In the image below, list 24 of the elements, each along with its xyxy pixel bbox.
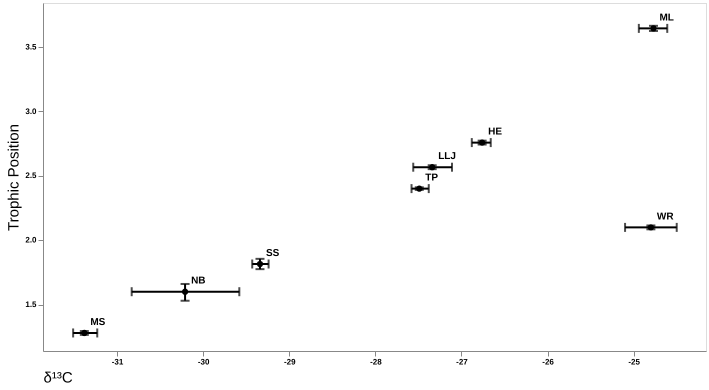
annotation: HE (488, 126, 502, 138)
y-tick-label: 2.0 (25, 236, 38, 245)
annotation: NB (191, 276, 206, 287)
annotation: LLJ (438, 151, 456, 162)
annotation: WR (656, 211, 674, 222)
point (256, 260, 264, 268)
y-tick-label: 1.5 (25, 300, 38, 310)
x-tick-label: -31 (112, 358, 124, 366)
x-axis-title: δ¹³C (44, 370, 73, 386)
y-tick-label: 2.5 (25, 171, 38, 180)
annotation: SS (266, 248, 280, 259)
y-tick-label: 3.5 (25, 42, 38, 52)
x-tick-label: -30 (198, 358, 210, 366)
x-tick-label: -28 (370, 358, 382, 366)
x-tick-label: -29 (284, 358, 296, 366)
y-tick-label: 3.0 (25, 106, 38, 116)
x-tick-label: -27 (456, 358, 468, 366)
y-axis-title: Trophic Position (5, 124, 22, 231)
point (182, 288, 188, 295)
x-tick-label: -25 (628, 358, 641, 366)
annotation: TP (425, 172, 438, 184)
x-tick-label: -26 (542, 358, 554, 366)
annotation: ML (659, 12, 674, 24)
annotation: MS (90, 316, 106, 328)
